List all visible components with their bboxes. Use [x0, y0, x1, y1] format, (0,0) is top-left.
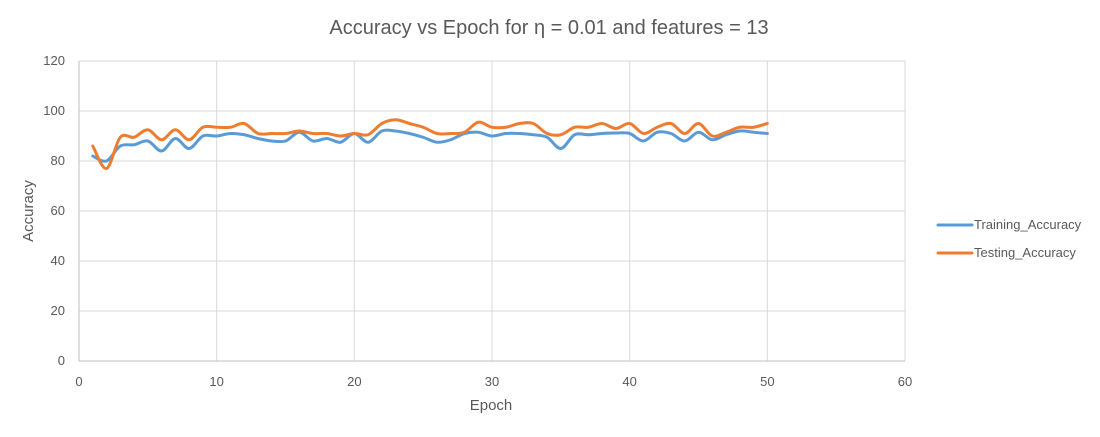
x-tick-label: 10 [209, 374, 223, 389]
chart-title: Accuracy vs Epoch for η = 0.01 and featu… [329, 17, 768, 39]
legend-label: Testing_Accuracy [974, 245, 1076, 260]
x-tick-label: 20 [347, 374, 361, 389]
y-tick-label: 40 [51, 253, 65, 268]
series-lines [91, 118, 769, 170]
legend-label: Training_Accuracy [974, 217, 1082, 232]
y-tick-label: 0 [58, 353, 65, 368]
y-tick-label: 100 [43, 103, 65, 118]
gridlines [79, 60, 906, 361]
y-tick-label: 120 [43, 53, 65, 68]
axes: 0 20 40 60 80 100 120 0 10 20 30 40 50 60 [43, 53, 912, 389]
y-axis-label: Accuracy [20, 180, 37, 242]
x-tick-label: 50 [760, 374, 774, 389]
y-tick-label: 20 [51, 303, 65, 318]
series-line-testing-accuracy [91, 118, 769, 170]
x-tick-label: 0 [75, 374, 82, 389]
legend: Training_Accuracy Testing_Accuracy [936, 217, 1082, 260]
x-axis-label: Epoch [470, 397, 513, 414]
y-tick-label: 60 [51, 203, 65, 218]
x-tick-label: 40 [622, 374, 636, 389]
series-line-training-accuracy [91, 128, 769, 163]
x-tick-label: 30 [485, 374, 499, 389]
x-tick-label: 60 [898, 374, 912, 389]
y-tick-label: 80 [51, 153, 65, 168]
